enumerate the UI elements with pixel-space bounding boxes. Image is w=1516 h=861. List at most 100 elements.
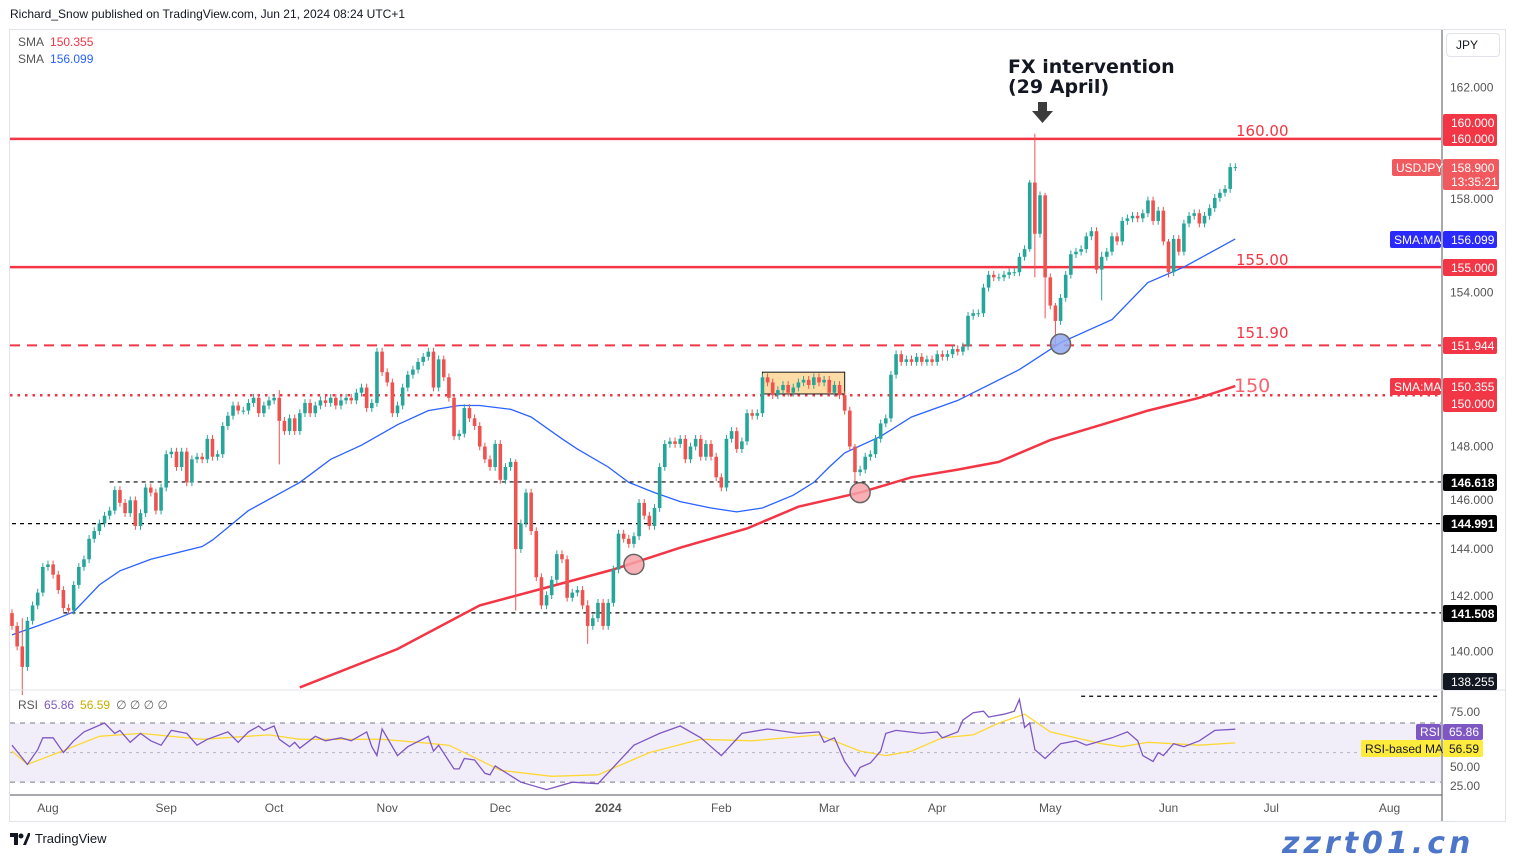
candle <box>334 393 338 410</box>
candle-body <box>128 500 133 514</box>
rsi-legend[interactable]: RSI 65.86 56.59 ∅ ∅ ∅ ∅ <box>18 698 168 712</box>
candle <box>1115 232 1119 246</box>
legend-sma200[interactable]: SMA 150.355 <box>18 35 93 49</box>
candle-body <box>1027 182 1032 250</box>
intervention-annotation-line1: FX intervention <box>1008 56 1175 78</box>
candle-body <box>632 536 636 544</box>
candle-body <box>462 408 467 434</box>
candle-body <box>282 420 287 432</box>
price-tag-160: 160.000 160.000 <box>1443 114 1497 146</box>
candle-body <box>154 492 158 511</box>
candle-body <box>364 387 369 409</box>
candle <box>555 550 559 584</box>
tradingview-brand: TradingView <box>35 831 107 846</box>
candle <box>770 378 775 400</box>
candle <box>251 393 256 407</box>
time-tick-label: Jul <box>1264 801 1279 815</box>
candle-body <box>770 382 775 396</box>
tradingview-logo[interactable]: TradingView <box>10 831 107 846</box>
candle <box>1233 163 1238 171</box>
candle-body <box>1120 220 1125 242</box>
candle-body <box>534 531 539 578</box>
candle <box>1002 270 1006 282</box>
sma50-line <box>11 238 1236 636</box>
candle-body <box>750 413 754 416</box>
time-tick-label: May <box>1039 801 1062 815</box>
candle <box>884 414 888 428</box>
currency-button[interactable]: JPY <box>1446 33 1500 57</box>
candle-body <box>498 443 503 480</box>
candle <box>889 370 893 423</box>
candle <box>966 311 970 351</box>
candle-body <box>66 607 71 611</box>
candle-body <box>863 456 868 470</box>
candle-body <box>683 438 688 460</box>
candle-body <box>971 313 975 316</box>
rsi-tick-50: 50.00 <box>1450 760 1480 774</box>
candle <box>174 447 179 471</box>
candle <box>349 393 354 405</box>
candle-body <box>431 351 436 388</box>
time-tick-label: Jun <box>1159 801 1178 815</box>
candle <box>118 486 122 507</box>
candle-body <box>1048 277 1053 306</box>
candle <box>1212 194 1217 212</box>
rsi-line <box>11 697 1236 791</box>
price-tick-label: 144.000 <box>1450 542 1494 556</box>
candle-body <box>606 602 611 626</box>
candle <box>760 373 765 418</box>
level-label-160: 160.00 <box>1236 122 1289 140</box>
candle <box>328 393 333 407</box>
candle-body <box>925 359 929 362</box>
candle <box>92 527 97 543</box>
svg-text:146.618: 146.618 <box>1451 476 1495 490</box>
candle-body <box>791 387 796 393</box>
candle <box>950 345 955 359</box>
candle <box>1207 204 1212 220</box>
candle-body <box>426 351 431 357</box>
candle-body <box>46 564 50 567</box>
candle-body <box>236 405 240 411</box>
candle-body <box>508 461 513 468</box>
candle-body <box>1171 238 1176 273</box>
candle-body <box>745 413 749 442</box>
candle-body <box>20 646 25 667</box>
candle-body <box>441 359 446 378</box>
candle <box>97 519 102 535</box>
candle-body <box>118 490 122 503</box>
legend-sma50[interactable]: SMA 156.099 <box>18 52 93 66</box>
candle-body <box>30 605 35 621</box>
candle <box>632 532 636 548</box>
candle-body <box>822 379 826 383</box>
symbol-tag: USDJPY <box>1392 159 1443 176</box>
candle <box>616 529 621 574</box>
candle <box>82 555 86 571</box>
candle <box>30 601 35 625</box>
price-tick-label: 140.000 <box>1450 645 1494 659</box>
candle-body <box>652 508 657 526</box>
candle-body <box>673 441 677 444</box>
candle-body <box>1151 200 1155 221</box>
candle <box>508 458 513 471</box>
candle-body <box>1233 167 1238 169</box>
candle-body <box>1079 249 1083 252</box>
candle <box>107 506 112 520</box>
candle-body <box>734 431 739 450</box>
candle <box>1151 196 1155 225</box>
candle-body <box>801 379 806 383</box>
rsi-legend-extras: ∅ ∅ ∅ ∅ <box>116 698 168 712</box>
candle-body <box>1022 249 1027 257</box>
candle <box>786 381 790 397</box>
candle-body <box>102 515 107 524</box>
candle <box>1182 219 1186 256</box>
candle <box>267 396 271 410</box>
candle-body <box>642 502 647 516</box>
candle-body <box>503 467 508 480</box>
candle <box>1089 227 1094 241</box>
candle-body <box>220 426 225 455</box>
candle-body <box>210 438 215 457</box>
candle-body <box>889 374 893 419</box>
candle-body <box>354 392 359 401</box>
candle <box>236 401 240 415</box>
